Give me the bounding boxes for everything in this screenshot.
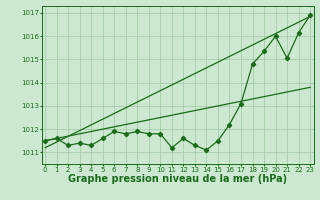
X-axis label: Graphe pression niveau de la mer (hPa): Graphe pression niveau de la mer (hPa) — [68, 174, 287, 184]
